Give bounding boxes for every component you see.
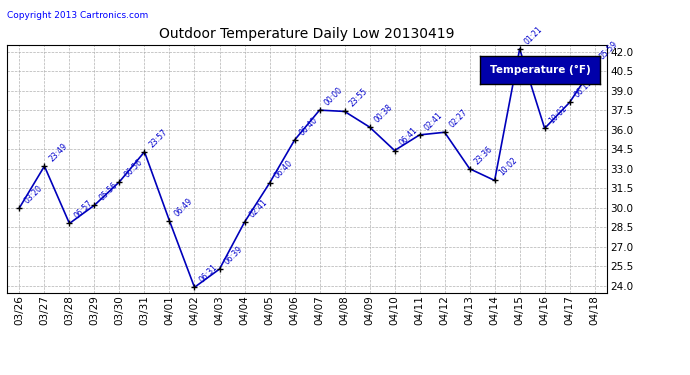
Text: 23:57: 23:57 xyxy=(147,127,169,149)
Text: 06:56: 06:56 xyxy=(122,157,144,179)
Text: 06:40: 06:40 xyxy=(273,158,294,180)
Text: 05:56: 05:56 xyxy=(97,180,119,203)
Text: 02:41: 02:41 xyxy=(422,110,444,132)
Text: 06:31: 06:31 xyxy=(197,262,219,285)
Text: 00:00: 00:00 xyxy=(322,86,344,107)
Text: 01:21: 01:21 xyxy=(522,24,544,46)
Text: 06:39: 06:39 xyxy=(222,244,244,266)
Text: Copyright 2013 Cartronics.com: Copyright 2013 Cartronics.com xyxy=(7,11,148,20)
Text: 06:15: 06:15 xyxy=(573,78,594,99)
Text: 06:49: 06:49 xyxy=(172,196,194,218)
Text: 06:57: 06:57 xyxy=(72,199,94,220)
Text: Temperature (°F): Temperature (°F) xyxy=(489,65,591,75)
Text: 23:55: 23:55 xyxy=(347,87,369,109)
Text: 02:27: 02:27 xyxy=(447,108,469,129)
Text: 23:36: 23:36 xyxy=(473,144,494,166)
Text: 00:38: 00:38 xyxy=(373,102,394,124)
Text: 06:40: 06:40 xyxy=(297,116,319,137)
Text: 10:02: 10:02 xyxy=(547,104,569,126)
Title: Outdoor Temperature Daily Low 20130419: Outdoor Temperature Daily Low 20130419 xyxy=(159,27,455,41)
Text: 06:41: 06:41 xyxy=(397,126,420,148)
Text: 10:02: 10:02 xyxy=(497,156,519,178)
Text: 02:41: 02:41 xyxy=(247,198,269,219)
Text: 05:59: 05:59 xyxy=(598,40,620,62)
Text: 03:20: 03:20 xyxy=(22,183,44,205)
Text: 23:49: 23:49 xyxy=(47,141,69,164)
